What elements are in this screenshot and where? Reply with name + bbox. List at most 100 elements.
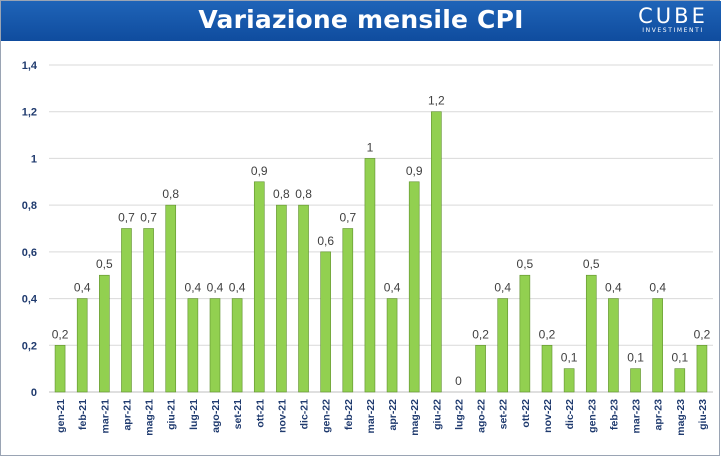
bar xyxy=(298,204,309,393)
data-label: 1 xyxy=(367,140,374,154)
data-label: 0,7 xyxy=(140,211,157,225)
data-label: 0,2 xyxy=(694,327,711,341)
data-label: 0,8 xyxy=(273,187,290,201)
x-tick-label: nov-21 xyxy=(276,399,288,433)
data-label: 0,4 xyxy=(649,281,666,295)
y-tick-label: 1,4 xyxy=(22,60,38,72)
x-tick-label: ago-22 xyxy=(476,399,488,433)
x-tick-label: gen-22 xyxy=(321,399,333,433)
x-tick-label: mag-21 xyxy=(144,399,156,436)
x-tick-label: gen-21 xyxy=(55,399,67,433)
data-label: 0,4 xyxy=(185,281,202,295)
data-label: 0,1 xyxy=(561,351,578,365)
bar xyxy=(54,344,66,393)
x-tick-label: ago-21 xyxy=(210,399,222,433)
x-tick-label: mag-23 xyxy=(675,399,687,436)
x-tick-label: dic-22 xyxy=(564,399,576,430)
bar xyxy=(652,298,663,393)
bar xyxy=(99,274,110,393)
data-label: 1,2 xyxy=(428,94,445,108)
data-label: 0,4 xyxy=(384,281,401,295)
data-label: 0,7 xyxy=(339,211,356,225)
data-label: 0,7 xyxy=(118,211,135,225)
x-tick-label: set-21 xyxy=(232,399,244,430)
data-label: 0,4 xyxy=(229,281,246,295)
x-tick-label: feb-21 xyxy=(77,399,89,430)
data-label: 0,4 xyxy=(74,281,91,295)
bar xyxy=(121,228,132,393)
logo-text: CUBE xyxy=(638,4,708,28)
bar xyxy=(608,298,619,393)
bar xyxy=(519,274,531,393)
bar xyxy=(364,158,376,393)
data-label: 0,9 xyxy=(406,164,423,178)
data-label: 0,4 xyxy=(494,281,511,295)
y-tick-label: 1 xyxy=(31,153,37,165)
x-tick-label: mar-23 xyxy=(631,399,643,434)
x-tick-label: giu-21 xyxy=(166,399,178,430)
data-label: 0,5 xyxy=(517,257,534,271)
bar xyxy=(541,344,553,393)
bar-chart: 0 0,2 0,4 0,6 0,8 1 1,2 1,4 0,2 gen-21 0,4 feb-21 0,… xyxy=(22,60,713,436)
data-label: 0,6 xyxy=(317,234,334,248)
data-label: 0,2 xyxy=(539,327,556,341)
x-tick-label: lug-22 xyxy=(453,399,465,430)
x-tick-label: lug-21 xyxy=(188,399,200,430)
bar xyxy=(143,228,154,393)
data-label: 0,8 xyxy=(295,187,312,201)
chart-title: Variazione mensile CPI xyxy=(198,5,524,34)
x-tick-label: mar-21 xyxy=(99,399,111,434)
bar xyxy=(209,298,221,393)
bar xyxy=(563,368,575,393)
x-tick-label: giu-22 xyxy=(431,399,443,430)
data-label: 0,8 xyxy=(162,187,179,201)
bar xyxy=(497,298,509,393)
x-tick-label: gen-23 xyxy=(586,399,598,433)
x-tick-label: apr-22 xyxy=(387,399,399,431)
y-tick-label: 0,4 xyxy=(22,294,38,306)
bar xyxy=(320,251,331,393)
x-tick-label: mar-22 xyxy=(365,399,377,434)
data-label: 0,5 xyxy=(583,257,600,271)
data-label: 0,1 xyxy=(671,351,688,365)
bar xyxy=(386,298,398,393)
x-tick-label: mag-22 xyxy=(409,399,421,436)
x-tick-label: nov-22 xyxy=(542,399,554,433)
data-label: 0,4 xyxy=(605,281,622,295)
data-label: 0,1 xyxy=(627,351,644,365)
data-label: 0,5 xyxy=(96,257,113,271)
bar xyxy=(431,111,442,393)
bar xyxy=(630,368,641,393)
bar xyxy=(187,298,199,393)
y-tick-label: 1,2 xyxy=(22,107,37,119)
bar xyxy=(276,204,287,393)
data-label: 0,9 xyxy=(251,164,268,178)
y-tick-label: 0,8 xyxy=(22,200,37,212)
data-label: 0 xyxy=(455,374,462,388)
bar xyxy=(342,228,354,393)
x-tick-label: giu-23 xyxy=(697,399,709,430)
data-label: 0,2 xyxy=(52,327,69,341)
bar xyxy=(585,274,597,393)
logo-subtext: INVESTIMENTI xyxy=(642,27,704,34)
bar xyxy=(696,344,708,393)
data-label: 0,4 xyxy=(207,281,224,295)
x-tick-label: set-22 xyxy=(498,399,510,430)
chart-header: Variazione mensile CPI CUBE INVESTIMENTI xyxy=(1,1,721,41)
bar xyxy=(165,204,177,393)
x-tick-label: feb-23 xyxy=(608,399,620,430)
x-tick-label: ott-21 xyxy=(254,399,266,428)
y-tick-label: 0,6 xyxy=(22,247,37,259)
bar xyxy=(408,181,420,393)
x-tick-label: dic-21 xyxy=(299,399,311,430)
x-tick-label: feb-22 xyxy=(343,399,355,430)
bar xyxy=(231,298,243,393)
bar xyxy=(253,181,265,393)
y-tick-label: 0 xyxy=(31,387,37,399)
cube-logo: CUBE INVESTIMENTI xyxy=(631,6,715,36)
x-tick-label: ott-22 xyxy=(520,399,532,428)
data-label: 0,2 xyxy=(472,327,489,341)
x-tick-label: apr-21 xyxy=(121,399,133,431)
bar xyxy=(475,344,486,393)
